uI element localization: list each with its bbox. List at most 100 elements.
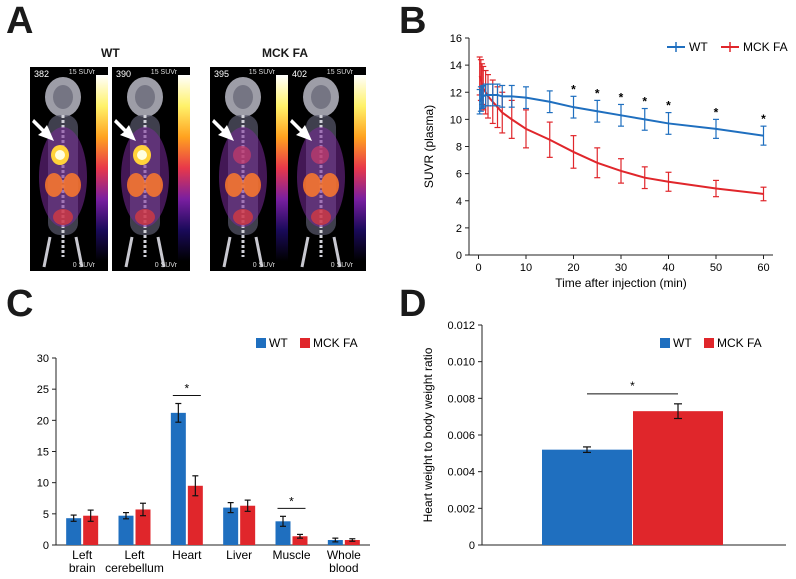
bar-mck-fa — [240, 505, 256, 545]
suv-color-scale — [96, 75, 108, 261]
pet-group-wt-label: WT — [101, 46, 120, 60]
y-tick-label: 15 — [37, 447, 49, 459]
x-tick-label: 30 — [615, 262, 627, 274]
significance-star: * — [184, 382, 189, 396]
bar-mck-fa — [344, 540, 360, 545]
arrow-icon — [290, 119, 312, 141]
category-label: Liver — [226, 548, 252, 562]
y-tick-label: 30 — [37, 353, 49, 365]
significance-star: * — [714, 105, 719, 119]
pet-scale-max: 15 SUVr — [248, 69, 275, 76]
bar-wt — [66, 518, 82, 545]
x-tick-label: 20 — [567, 262, 579, 274]
legend-label: WT — [689, 40, 708, 54]
x-axis-label: Time after injection (min) — [555, 276, 687, 290]
legend-label: MCK FA — [717, 336, 762, 350]
significance-star: * — [571, 82, 576, 96]
bar-wt — [118, 515, 134, 545]
y-axis-label: Heart weight to body weight ratio — [421, 347, 435, 522]
category-label: Muscle — [272, 548, 310, 562]
x-tick-label: 10 — [520, 262, 532, 274]
y-axis-label: SUVR (plasma) — [422, 105, 436, 188]
arrow-icon — [114, 119, 136, 141]
mouse-body-scan — [290, 77, 345, 268]
pet-frame-number: 395 — [214, 69, 230, 79]
x-tick-label: 60 — [757, 262, 769, 274]
y-tick-label: 0 — [456, 250, 462, 262]
panel-letter-b: B — [399, 0, 427, 42]
pet-scan-image: 395 15 SUVr 0 SUVr — [210, 67, 288, 271]
significance-star: * — [761, 112, 766, 126]
panel-letter-a: A — [6, 0, 34, 42]
y-tick-label: 5 — [43, 509, 49, 521]
category-label: Heart — [172, 548, 202, 562]
pet-scale-min: 0 SUVr — [252, 262, 275, 269]
legend-label: MCK FA — [743, 40, 788, 54]
bar-wt — [542, 449, 632, 545]
chart-c: 051015202530SUVR (plasma)LeftbrainLeftce… — [37, 336, 370, 575]
arrow-icon — [32, 119, 54, 141]
bar-mck-fa — [83, 515, 99, 545]
legend-swatch — [300, 338, 310, 348]
pet-scan-image: 390 15 SUVr 0 SUVr — [112, 67, 190, 271]
y-tick-label: 10 — [37, 478, 49, 490]
pet-frame-number: 402 — [292, 69, 308, 79]
y-tick-label: 20 — [37, 415, 49, 427]
pet-scale-max: 15 SUVr — [68, 69, 95, 76]
y-tick-label: 2 — [456, 223, 462, 235]
bar-wt — [327, 540, 343, 545]
mouse-body-scan — [212, 77, 267, 268]
legend-swatch — [704, 338, 714, 348]
y-tick-label: 0.006 — [447, 430, 475, 442]
category-label: brain — [69, 561, 96, 575]
x-tick-label: 40 — [662, 262, 674, 274]
pet-frame-number: 382 — [34, 69, 50, 79]
series-line-wt — [478, 93, 764, 137]
legend-label: WT — [673, 336, 692, 350]
arrow-icon — [212, 119, 234, 141]
pet-scale-max: 15 SUVr — [150, 69, 177, 76]
y-tick-label: 0.008 — [447, 393, 475, 405]
y-tick-label: 12 — [450, 87, 462, 99]
pet-frame-number: 390 — [116, 69, 132, 79]
category-label: cerebellum — [105, 561, 164, 575]
category-label: Left — [72, 548, 93, 562]
y-tick-label: 25 — [37, 384, 49, 396]
chart-d: 0 0.002 0.004 0.006 0.008 0.010 0.012 Heart wei… — [421, 320, 786, 552]
bar-mck-fa — [292, 536, 308, 545]
y-tick-label: 6 — [456, 169, 462, 181]
significance-star: * — [595, 86, 600, 100]
pet-group-mck-label: MCK FA — [262, 46, 308, 60]
category-label: blood — [329, 561, 358, 575]
suv-color-scale — [354, 75, 366, 261]
category-label: Whole — [327, 548, 361, 562]
significance-star: * — [289, 494, 294, 508]
pet-scale-min: 0 SUVr — [330, 262, 353, 269]
bar-wt — [170, 412, 186, 545]
chart-b: 0 2 4 6 8 10 12 14 16 0 10 20 30 40 50 60 Time after inj… — [422, 33, 788, 290]
y-tick-label: 16 — [450, 33, 462, 45]
significance-star: * — [630, 379, 635, 393]
pet-scan-image: 402 15 SUVr 0 SUVr — [288, 67, 366, 271]
pet-scale-min: 0 SUVr — [154, 262, 177, 269]
bar-mck-fa — [135, 509, 151, 545]
y-tick-label: 8 — [456, 142, 462, 154]
mouse-body-scan — [114, 77, 169, 268]
significance-star: * — [666, 99, 671, 113]
y-tick-label: 0.010 — [447, 357, 475, 369]
suv-color-scale — [276, 75, 288, 261]
pet-scale-max: 15 SUVr — [326, 69, 353, 76]
bar-wt — [275, 521, 291, 545]
x-tick-label: 0 — [475, 262, 481, 274]
category-label: Left — [124, 548, 145, 562]
significance-star: * — [619, 90, 624, 104]
legend-label: MCK FA — [313, 336, 358, 350]
y-tick-label: 0 — [469, 540, 475, 552]
significance-star: * — [642, 95, 647, 109]
bar-mck-fa — [187, 485, 203, 545]
suv-color-scale — [178, 75, 190, 261]
y-tick-label: 0.012 — [447, 320, 475, 332]
panel-letter-d: D — [399, 283, 427, 325]
bar-wt — [223, 507, 239, 545]
y-tick-label: 10 — [450, 114, 462, 126]
